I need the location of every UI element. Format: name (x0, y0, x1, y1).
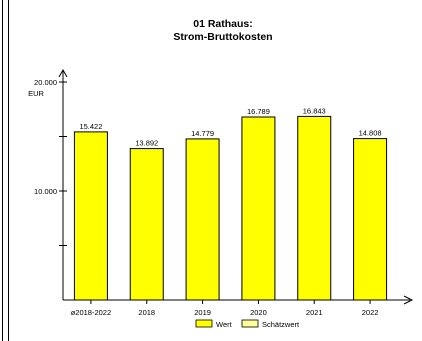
x-tick-label: 2019 (194, 308, 211, 317)
legend-swatch-schaetzwert (241, 319, 259, 328)
bars (73, 115, 388, 301)
y-tick-labels: 10.000 20.000 (34, 78, 57, 196)
bar (73, 131, 108, 301)
axes (58, 68, 414, 305)
data-label: 14.779 (191, 129, 214, 138)
x-tick-label: ø2018-2022 (71, 308, 111, 317)
bar (297, 115, 332, 301)
data-label: 16.843 (303, 106, 326, 115)
legend-swatch-wert (195, 319, 213, 328)
data-labels: 15.422 13.892 14.779 16.789 16.843 14.808 (79, 106, 381, 147)
bar (129, 148, 164, 301)
chart-subtitle: Strom-Bruttokosten (173, 31, 272, 43)
y-tick-label: 20.000 (34, 78, 57, 87)
legend-label-wert: Wert (216, 320, 233, 329)
legend-label-schaetzwert: Schätzwert (262, 320, 300, 329)
data-label: 15.422 (79, 122, 102, 131)
y-tick-label: 10.000 (34, 187, 57, 196)
data-label: 13.892 (135, 139, 158, 148)
bar (241, 116, 276, 301)
x-tick-label: 2018 (138, 308, 155, 317)
x-tick-labels: ø2018-2022 2018 2019 2020 2021 2022 (71, 308, 379, 317)
data-label: 14.808 (359, 129, 382, 138)
x-tick-label: 2020 (250, 308, 267, 317)
y-axis-label: EUR (28, 89, 44, 98)
y-axis-arrow (58, 68, 68, 78)
legend: Wert Schätzwert (195, 319, 300, 329)
bar (185, 138, 220, 301)
x-axis-arrow (403, 295, 414, 305)
data-label: 16.789 (247, 107, 270, 116)
bar (353, 138, 388, 301)
chart-title: 01 Rathaus: (193, 18, 253, 30)
x-tick-label: 2021 (306, 308, 323, 317)
x-tick-label: 2022 (362, 308, 379, 317)
